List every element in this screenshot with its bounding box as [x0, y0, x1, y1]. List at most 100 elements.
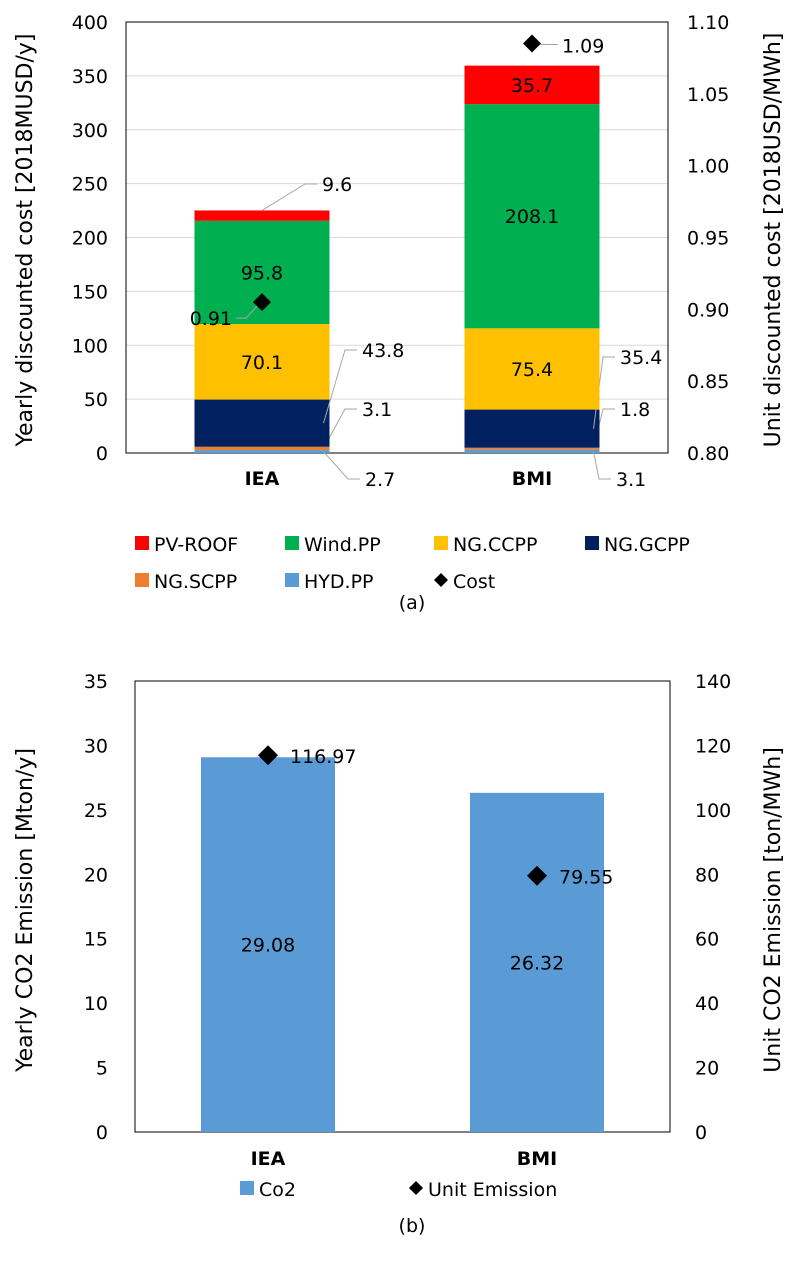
chart-b-ytick: 30 [84, 735, 108, 757]
chart-a-bar-segment [194, 450, 330, 453]
chart-a-legend-label: PV-ROOF [154, 534, 238, 556]
chart-b-y2tick: 100 [695, 800, 731, 822]
chart-a-y2tick: 1.10 [687, 12, 729, 34]
chart-b-y2tick: 140 [695, 671, 731, 693]
chart-a-ytick: 0 [96, 443, 108, 465]
chart-a-plot-area [125, 21, 669, 454]
chart-b-y2tick: 20 [695, 1058, 719, 1080]
chart-b-category-label: BMI [517, 1148, 557, 1170]
chart-b-unit-emission-marker [258, 745, 278, 766]
chart-a-cost-marker [253, 293, 271, 312]
chart-b-unit-emission-label: 116.97 [290, 746, 356, 768]
chart-a-bar-segment [464, 65, 600, 105]
chart-b-y2tick: 120 [695, 735, 731, 757]
chart-b-ytick: 10 [84, 993, 108, 1015]
chart-a-legend-swatch [434, 573, 448, 587]
chart-a-y2tick: 0.80 [687, 443, 729, 465]
chart-b-caption: (b) [399, 1215, 426, 1237]
chart-a-ytick: 50 [84, 389, 108, 411]
chart-b-unit-emission-marker [527, 865, 547, 886]
chart-a-ytick: 400 [72, 12, 108, 34]
chart-b-ytick: 35 [84, 671, 108, 693]
chart-b-y2tick: 0 [695, 1122, 707, 1144]
chart-a-callout-line [593, 451, 611, 480]
chart-a-bar-segment [194, 324, 330, 400]
chart-a-callout-line [323, 349, 357, 424]
chart-a-legend-label: NG.GCPP [604, 534, 690, 556]
chart-a-legend-swatch [285, 573, 299, 587]
chart-a-data-label: 3.1 [616, 469, 646, 491]
chart-a-ytick: 350 [72, 66, 108, 88]
chart-a-cost-label: 0.91 [190, 308, 232, 330]
chart-b-unit-emission-label: 79.55 [559, 867, 613, 889]
chart-a-bar-segment [464, 409, 600, 448]
chart-a-data-label: 35.7 [511, 75, 553, 97]
chart-a-y2tick: 0.95 [687, 228, 729, 250]
chart-b-category-label: IEA [251, 1148, 286, 1170]
chart-a-callout-line [323, 451, 360, 480]
chart-a-data-label: 1.8 [620, 399, 650, 421]
chart-b-bar [470, 792, 604, 1132]
chart-a-ytick: 250 [72, 174, 108, 196]
chart-a-legend-swatch [434, 536, 448, 550]
chart-a-y2label: Unit discounted cost [2018USD/MWh] [761, 33, 786, 448]
chart-b-ytick: 5 [96, 1058, 108, 1080]
chart-a-bar-segment [194, 210, 330, 221]
chart-a-legend-label: NG.CCPP [453, 534, 537, 556]
chart-a-legend-label: Wind.PP [304, 534, 381, 556]
chart-a-y2tick: 0.90 [687, 299, 729, 321]
chart-a-ytick: 150 [72, 281, 108, 303]
chart-a-legend-label: NG.SCPP [154, 571, 237, 593]
chart-a-data-label: 70.1 [241, 352, 283, 374]
chart-a-legend-label: HYD.PP [304, 571, 373, 593]
chart-b-legend-swatch [240, 1181, 254, 1195]
chart-a-data-label: 9.6 [322, 174, 352, 196]
chart-b-ylabel: Yearly CO2 Emission [Mton/y] [13, 748, 38, 1073]
chart-a-data-label: 95.8 [241, 262, 283, 284]
chart-a-data-label: 208.1 [505, 206, 559, 228]
chart-b-legend-swatch [409, 1181, 423, 1195]
chart-a-caption: (a) [399, 592, 425, 614]
chart-a: Yearly discounted cost [2018MUSD/y] Unit… [13, 12, 786, 614]
chart-b-ytick: 20 [84, 864, 108, 886]
chart-b-y2tick: 40 [695, 993, 719, 1015]
chart-a-ylabel: Yearly discounted cost [2018MUSD/y] [13, 33, 38, 447]
chart-a-data-label: 43.8 [362, 340, 404, 362]
chart-a-data-label: 3.1 [362, 399, 392, 421]
chart-a-y2tick: 1.05 [687, 84, 729, 106]
chart-b-ytick: 25 [84, 800, 108, 822]
chart-a-bar-segment [194, 446, 330, 451]
chart-b-data-label: 29.08 [241, 935, 295, 957]
chart-a-y2tick: 1.00 [687, 156, 729, 178]
chart-a-callout-line [261, 183, 317, 211]
chart-a-bar-segment [464, 449, 600, 453]
chart-a-data-label: 75.4 [511, 359, 553, 381]
chart-b-bar [201, 757, 335, 1132]
chart-a-legend-swatch [585, 536, 599, 550]
chart-a-ytick: 300 [72, 120, 108, 142]
chart-a-ytick: 200 [72, 228, 108, 250]
chart-b-ytick: 15 [84, 929, 108, 951]
chart-a-legend-swatch [135, 536, 149, 550]
chart-a-cost-label: 1.09 [562, 36, 604, 58]
chart-a-bar-segment [464, 104, 600, 329]
chart-a-legend-swatch [135, 573, 149, 587]
chart-b-legend-label: Co2 [259, 1179, 296, 1201]
chart-a-bar-segment [194, 399, 330, 447]
chart-a-y2tick: 0.85 [687, 371, 729, 393]
chart-a-legend-label: Cost [453, 571, 495, 593]
chart-a-data-label: 2.7 [365, 469, 395, 491]
chart-b-ytick: 0 [96, 1122, 108, 1144]
chart-a-data-label: 35.4 [620, 347, 662, 369]
chart-b-data-label: 26.32 [510, 952, 564, 974]
chart-b-legend-label: Unit Emission [428, 1179, 557, 1201]
chart-a-bar-segment [464, 328, 600, 410]
chart-a-bar-segment [464, 447, 600, 450]
chart-a-ytick: 100 [72, 335, 108, 357]
chart-a-category-label: IEA [245, 468, 280, 490]
chart-b-y2label: Unit CO2 Emission [ton/MWh] [761, 747, 786, 1073]
chart-a-callout-line [236, 305, 258, 319]
chart-b-plot-area [134, 680, 671, 1133]
chart-b-y2tick: 80 [695, 864, 719, 886]
